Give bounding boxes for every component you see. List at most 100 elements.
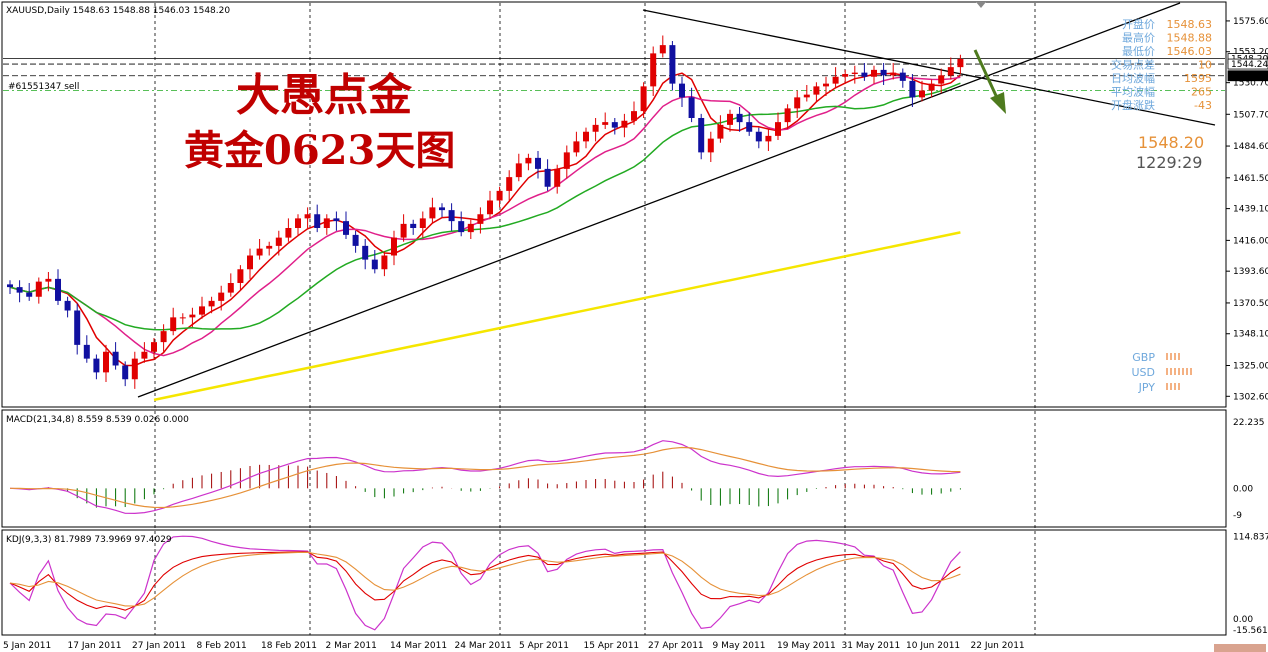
info-value: 1548.88 bbox=[1167, 32, 1213, 45]
candle-body bbox=[26, 292, 33, 297]
candle-body bbox=[467, 223, 474, 233]
kdj-d-line bbox=[9, 551, 961, 607]
candle-body bbox=[688, 97, 695, 118]
y-tick-label: 1461.50 bbox=[1233, 174, 1268, 184]
candle-body bbox=[554, 168, 561, 187]
x-tick-label: 27 Jan 2011 bbox=[132, 641, 186, 651]
y-tick-label: 1302.60 bbox=[1233, 392, 1268, 402]
strength-bar bbox=[1186, 368, 1188, 375]
candle-body bbox=[343, 221, 349, 235]
time-axis: 5 Jan 2011 17 Jan 2011 27 Jan 2011 8 Feb 20… bbox=[3, 641, 1025, 651]
x-tick-label: 18 Feb 2011 bbox=[261, 641, 317, 651]
candle-body bbox=[861, 72, 868, 77]
candle-body bbox=[419, 218, 426, 228]
candle-body bbox=[880, 69, 887, 76]
candle-body bbox=[544, 168, 551, 187]
info-panel: 开盘价 1548.63 最高价 1548.88 最低价 1546.03 交易点差 10 日均波幅… bbox=[1111, 17, 1212, 112]
order-label: #61551347 sell bbox=[8, 82, 79, 92]
candle-body bbox=[631, 111, 637, 121]
x-tick-label: 27 Apr 2011 bbox=[648, 641, 704, 651]
candle-body bbox=[295, 218, 301, 228]
y-tick-label: 1416.00 bbox=[1233, 236, 1268, 246]
downtrend-line bbox=[642, 9, 1216, 126]
candle-body bbox=[237, 269, 244, 283]
strength-bar bbox=[1178, 368, 1180, 375]
y-tick-label: 1553.20 bbox=[1233, 48, 1268, 58]
candle-body bbox=[563, 152, 570, 169]
candle-body bbox=[275, 237, 282, 246]
macd-tick-label: 22.235 bbox=[1233, 418, 1265, 428]
candle-body bbox=[611, 122, 618, 128]
candle-body bbox=[592, 124, 599, 132]
candle-body bbox=[448, 210, 455, 222]
kdj-header: KDJ(9,3,3) 81.7989 73.9969 97.4029 bbox=[6, 535, 172, 545]
strength-bar bbox=[1174, 353, 1176, 360]
x-tick-label: 17 Jan 2011 bbox=[68, 641, 122, 651]
candle-body bbox=[285, 228, 292, 238]
candle-body bbox=[93, 358, 100, 373]
y-tick-label: 1507.70 bbox=[1233, 110, 1268, 120]
candle-body bbox=[55, 278, 61, 301]
y-tick-label: 1325.00 bbox=[1233, 362, 1268, 372]
candle-body bbox=[266, 245, 273, 249]
macd-tick-label: -9 bbox=[1233, 511, 1242, 521]
candle-body bbox=[333, 218, 340, 222]
currency-label: GBP bbox=[1132, 351, 1155, 364]
x-tick-label: 9 May 2011 bbox=[713, 641, 766, 651]
candle-body bbox=[400, 223, 407, 238]
candlesticks bbox=[7, 35, 964, 389]
candle-body bbox=[755, 131, 762, 142]
candle-body bbox=[583, 131, 589, 142]
x-tick-label: 15 Apr 2011 bbox=[584, 641, 640, 651]
candle-body bbox=[208, 300, 215, 307]
macd-tick-label: 0.00 bbox=[1233, 484, 1253, 494]
candle-body bbox=[650, 53, 657, 87]
info-value: 10 bbox=[1198, 59, 1212, 72]
ma-slow-line bbox=[9, 82, 961, 331]
y-tick-label: 1484.60 bbox=[1233, 142, 1268, 152]
candle-body bbox=[151, 342, 157, 352]
strength-bar bbox=[1170, 383, 1172, 390]
strength-bar bbox=[1178, 383, 1180, 390]
currency-label: USD bbox=[1131, 366, 1155, 379]
candle-body bbox=[871, 69, 877, 77]
y-tick-label: 1348.10 bbox=[1233, 330, 1268, 340]
corner-button[interactable] bbox=[1214, 644, 1266, 652]
x-tick-label: 8 Feb 2011 bbox=[197, 641, 247, 651]
candle-body bbox=[832, 76, 839, 84]
candle-body bbox=[141, 351, 148, 359]
candle-body bbox=[16, 287, 23, 293]
info-value: -43 bbox=[1194, 99, 1212, 112]
x-tick-label: 5 Jan 2011 bbox=[3, 641, 51, 651]
candle-body bbox=[103, 351, 109, 373]
down-arrow-icon bbox=[973, 49, 1006, 114]
candle-body bbox=[899, 72, 906, 81]
candle-body bbox=[803, 94, 810, 98]
candle-body bbox=[919, 90, 925, 98]
candle-body bbox=[371, 259, 378, 270]
candle-body bbox=[525, 157, 532, 164]
info-value: 1548.63 bbox=[1167, 18, 1213, 31]
candle-body bbox=[784, 108, 791, 123]
candle-body bbox=[410, 223, 417, 228]
strength-bar bbox=[1166, 383, 1168, 390]
info-label: 开盘价 bbox=[1122, 17, 1155, 31]
y-tick-label: 1393.60 bbox=[1233, 267, 1268, 277]
candle-body bbox=[323, 218, 330, 228]
candle-body bbox=[573, 141, 580, 153]
y-tick-label: 1530.70 bbox=[1233, 79, 1268, 89]
candle-body bbox=[775, 122, 781, 136]
candle-body bbox=[112, 351, 119, 366]
strength-bar bbox=[1170, 368, 1172, 375]
triangle-marker-icon bbox=[976, 2, 986, 8]
macd-line bbox=[9, 440, 961, 515]
strength-bar bbox=[1174, 383, 1176, 390]
strength-bar bbox=[1166, 368, 1168, 375]
candle-body bbox=[179, 317, 186, 319]
candle-body bbox=[218, 292, 225, 301]
x-tick-label: 22 Jun 2011 bbox=[971, 641, 1025, 651]
candle-body bbox=[823, 83, 829, 87]
candle-body bbox=[851, 72, 858, 74]
candle-body bbox=[391, 237, 397, 256]
candle-body bbox=[429, 207, 436, 219]
